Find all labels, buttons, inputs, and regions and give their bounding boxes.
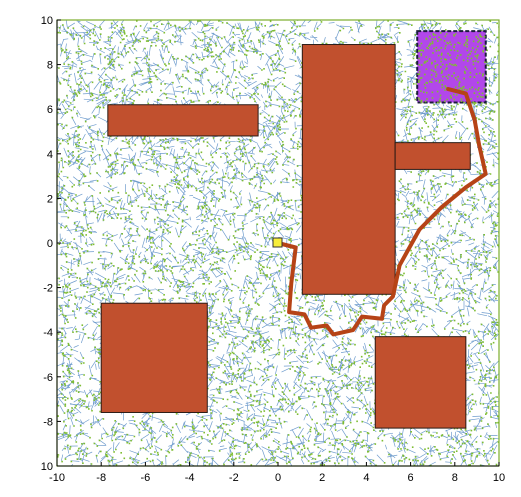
x-tick-label: -10 (49, 472, 65, 484)
y-tick-label: -6 (43, 372, 53, 384)
y-tick-label: 2 (47, 193, 53, 205)
obstacle-1 (107, 104, 259, 137)
x-tick-label: 8 (452, 472, 458, 484)
y-tick-label: 6 (47, 104, 53, 116)
x-tick-label: -4 (185, 472, 195, 484)
x-tick-label: -8 (96, 472, 106, 484)
y-tick-label: -4 (43, 327, 53, 339)
x-tick-label: 6 (408, 472, 414, 484)
y-tick-label: 0 (47, 238, 53, 250)
obstacle-4 (100, 302, 208, 413)
x-tick-label: -6 (141, 472, 151, 484)
start-marker (272, 237, 283, 248)
x-tick-label: 10 (493, 472, 505, 484)
planned-path (276, 87, 488, 337)
goal-region (416, 30, 488, 104)
obstacles (100, 44, 471, 429)
axes: -10 -8 -6 -4 -2 0 2 4 6 8 10 10 -8 -6 -4 -2 0 2 4 6 8 10 (41, 15, 505, 484)
obstacle-3 (394, 142, 471, 170)
y-tick-label: 10 (41, 15, 53, 27)
y-tick-label: -2 (43, 283, 53, 295)
obstacle-2 (301, 44, 396, 295)
y-tick-label: 4 (47, 149, 53, 161)
path-line (276, 87, 488, 337)
x-tick-label: 2 (319, 472, 325, 484)
x-tick-label: -2 (229, 472, 239, 484)
x-tick-label: 4 (363, 472, 369, 484)
start-point (272, 237, 283, 248)
y-tick-label: 8 (47, 60, 53, 72)
y-tick-label: 10 (41, 461, 53, 473)
obstacle-5 (374, 336, 467, 429)
x-tick-label: 0 (275, 472, 281, 484)
y-tick-label: -8 (43, 416, 53, 428)
goal-region-nodes (417, 32, 488, 104)
